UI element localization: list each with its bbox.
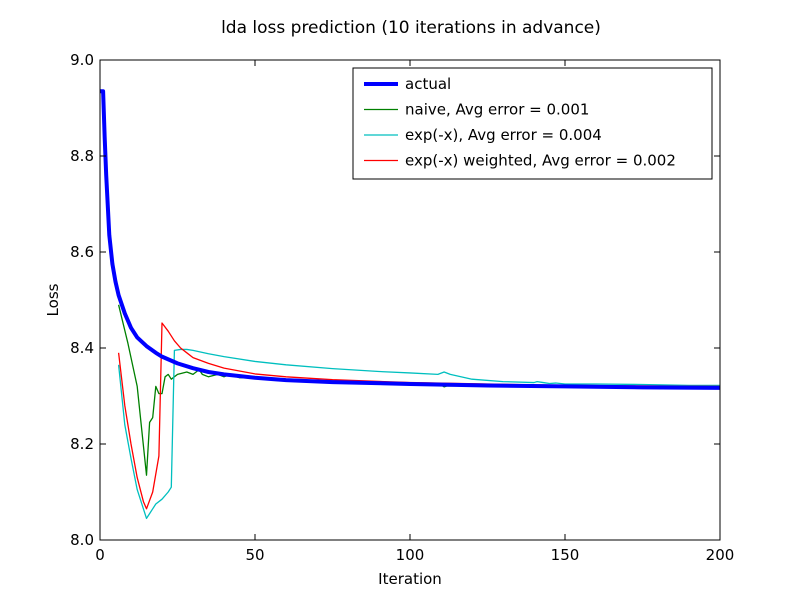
legend: actual naive, Avg error = 0.001 exp(-x), A… — [352, 67, 713, 180]
y-axis-label: Loss — [44, 283, 62, 316]
y-tick-label: 8.0 — [70, 531, 94, 549]
x-tick-label: 150 — [551, 546, 580, 564]
legend-entry: actual — [405, 75, 451, 93]
x-tick-label: 200 — [706, 546, 735, 564]
y-tick-label: 8.8 — [70, 147, 94, 165]
legend-entry: naive, Avg error = 0.001 — [405, 101, 589, 119]
chart-title: lda loss prediction (10 iterations in ad… — [221, 18, 601, 38]
y-axis: 8.0 8.2 8.4 8.6 8.8 9.0 — [70, 51, 720, 549]
series-layer — [100, 89, 721, 520]
x-axis-label: Iteration — [378, 570, 442, 588]
y-tick-label: 8.2 — [70, 435, 94, 453]
y-tick-label: 8.6 — [70, 243, 94, 261]
x-tick-label: 0 — [95, 546, 105, 564]
y-tick-label: 8.4 — [70, 339, 94, 357]
y-tick-label: 9.0 — [70, 51, 94, 69]
x-tick-label: 50 — [245, 546, 264, 564]
series-line — [117, 348, 720, 520]
series-line — [100, 89, 721, 390]
legend-entry: exp(-x) weighted, Avg error = 0.002 — [405, 152, 676, 170]
legend-box — [352, 67, 713, 180]
x-tick-label: 100 — [396, 546, 425, 564]
x-axis: 0 50 100 150 200 — [95, 60, 734, 564]
legend-entry: exp(-x), Avg error = 0.004 — [405, 126, 602, 144]
